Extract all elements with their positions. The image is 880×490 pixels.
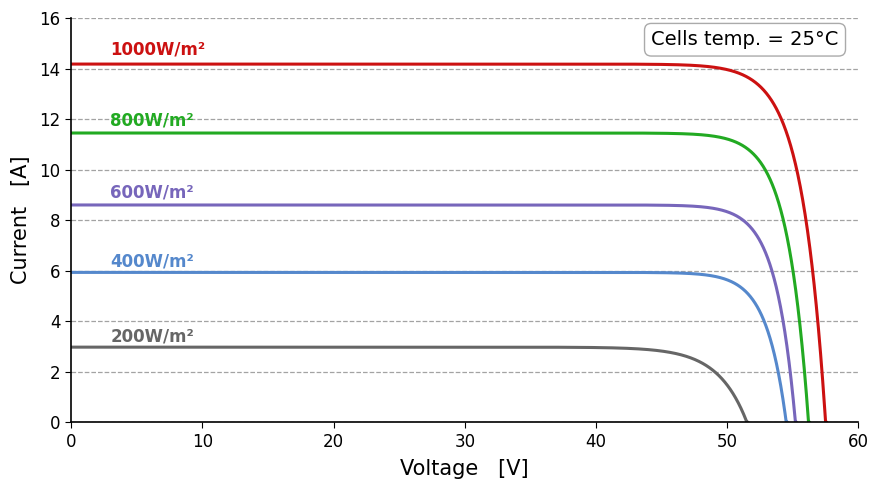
- X-axis label: Voltage   [V]: Voltage [V]: [400, 459, 529, 479]
- Text: 800W/m²: 800W/m²: [111, 111, 194, 129]
- Text: Cells temp. = 25°C: Cells temp. = 25°C: [651, 30, 839, 49]
- Y-axis label: Current   [A]: Current [A]: [11, 156, 31, 284]
- Text: 200W/m²: 200W/m²: [111, 328, 194, 346]
- Text: 400W/m²: 400W/m²: [111, 252, 194, 270]
- Text: 1000W/m²: 1000W/m²: [111, 41, 206, 59]
- Text: 600W/m²: 600W/m²: [111, 183, 194, 201]
